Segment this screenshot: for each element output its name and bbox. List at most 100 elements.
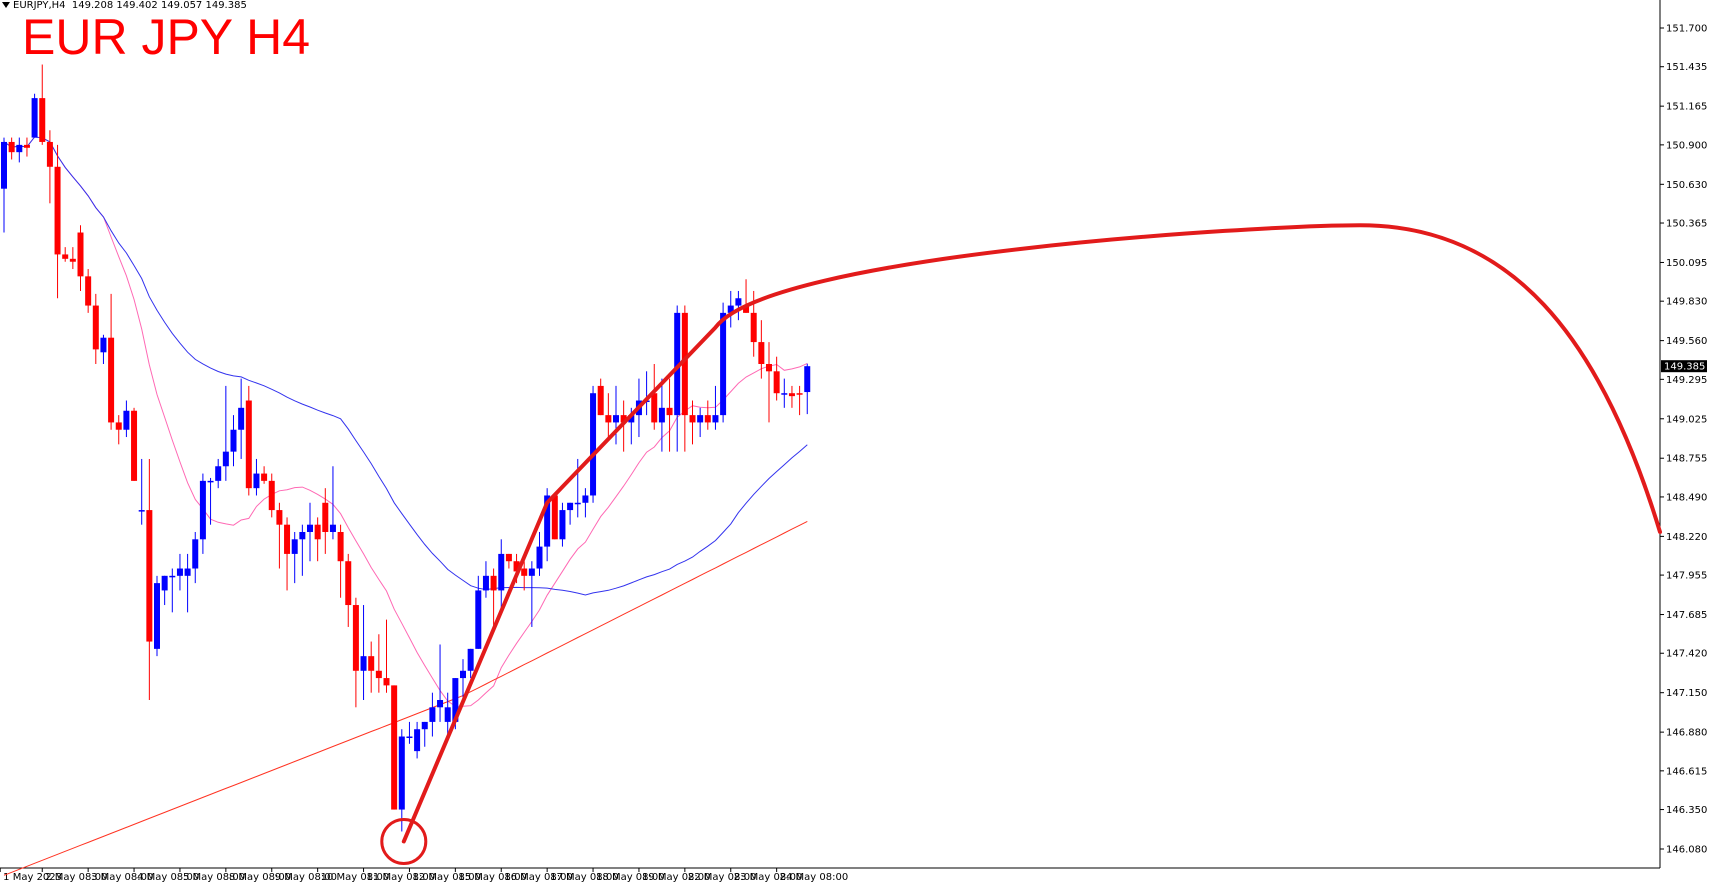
candle-body: [544, 495, 551, 547]
candle-body: [138, 510, 145, 512]
candle-body: [154, 583, 160, 649]
candle-body: [521, 568, 528, 576]
price-tick-label: 149.830: [1666, 297, 1707, 308]
symbol-header: EURJPY,H4 149.208 149.402 149.057 149.38…: [2, 0, 247, 11]
current-price-label: 149.385: [1664, 362, 1705, 373]
candle-body: [727, 305, 734, 313]
candle-body: [781, 393, 788, 395]
candle-body: [238, 407, 245, 430]
bull-candle: [482, 561, 489, 598]
candle-body: [276, 510, 283, 525]
time-tick-label: 16 May 08:00: [504, 872, 573, 883]
bear-candle: [85, 269, 92, 313]
bull-candle: [230, 415, 237, 467]
candle-body: [383, 678, 390, 686]
candle-body: [804, 366, 811, 393]
bear-candle: [322, 488, 329, 554]
candle-body: [39, 98, 46, 142]
candle-body: [54, 166, 61, 255]
bull-candle: [536, 531, 543, 576]
candle-body: [299, 531, 306, 540]
bear-candle: [605, 393, 612, 438]
bull-candle: [414, 721, 421, 759]
candle-body: [245, 400, 252, 489]
current-price-group: 149.385: [1661, 360, 1707, 373]
bear-candle: [352, 597, 359, 708]
candle-body: [536, 546, 543, 569]
candle-body: [207, 480, 214, 483]
bull-candle: [192, 531, 199, 584]
candle-body: [658, 407, 665, 423]
candle-body: [46, 141, 53, 167]
candle-body: [766, 363, 772, 372]
candle-body: [261, 473, 268, 481]
candle-body: [743, 305, 750, 313]
bull-candle: [138, 458, 145, 525]
candle-body: [161, 575, 168, 591]
time-tick-label: 4 May 08:00: [137, 872, 199, 883]
candle-body: [108, 337, 115, 423]
time-tick-label: 18 May 08:00: [596, 872, 665, 883]
candle-body: [505, 553, 512, 562]
bear-candle: [391, 685, 398, 810]
bull-candle: [207, 477, 214, 525]
candle-body: [421, 721, 428, 730]
candle-body: [123, 410, 130, 430]
candle-body: [666, 407, 673, 416]
time-tick-label: 19 May 08:00: [642, 872, 711, 883]
price-tick-label: 148.220: [1666, 532, 1707, 543]
bull-candle: [475, 575, 482, 649]
time-tick-label: 2 May 08:00: [45, 872, 107, 883]
bull-candle: [222, 385, 229, 481]
price-tick-label: 150.095: [1666, 258, 1707, 269]
price-tick-label: 146.615: [1666, 766, 1707, 777]
candle-body: [268, 480, 275, 511]
bull-candle: [590, 385, 597, 503]
bull-candle: [238, 378, 245, 459]
candle-body: [590, 393, 597, 496]
candle-body: [697, 415, 704, 423]
bear-candle: [666, 378, 673, 452]
bear-candle: [77, 225, 84, 291]
bull-candle: [658, 378, 665, 452]
bear-candle: [245, 385, 252, 496]
time-tick-label: 17 May 08:00: [550, 872, 619, 883]
time-tick-label: 23 May 08:00: [734, 872, 803, 883]
candle-body: [199, 480, 206, 540]
bear-candle: [368, 641, 375, 693]
bull-candle: [291, 531, 298, 584]
candle-body: [391, 685, 398, 810]
candle-body: [498, 553, 505, 591]
candle-body: [291, 539, 298, 554]
bull-candle: [100, 334, 107, 364]
candle-body: [574, 502, 581, 505]
bull-candle: [253, 458, 260, 496]
bull-candle: [613, 385, 619, 445]
ma-fast-line: [3, 136, 808, 707]
bear-candle: [689, 400, 696, 445]
candle-body: [490, 575, 497, 591]
bear-candle: [788, 385, 795, 408]
price-tick-label: 151.435: [1666, 62, 1707, 73]
bull-candle: [199, 473, 206, 554]
bear-candle: [505, 553, 512, 569]
candle-body: [720, 312, 727, 416]
candle-body: [582, 495, 589, 503]
time-tick-label: 8 May 08:00: [229, 872, 291, 883]
price-tick-label: 146.080: [1666, 845, 1707, 856]
candle-body: [551, 495, 558, 540]
bull-candle: [467, 648, 474, 679]
price-tick-label: 148.490: [1666, 492, 1707, 503]
chart-annotation-title: EUR JPY H4: [22, 9, 311, 65]
candle-body: [467, 648, 474, 671]
price-tick-label: 149.295: [1666, 375, 1707, 386]
candle-body: [513, 561, 520, 572]
time-tick-label: 10 May 08:00: [321, 872, 390, 883]
candle-body: [329, 524, 336, 532]
bear-candle: [39, 64, 46, 145]
dropdown-triangle-icon[interactable]: [2, 2, 10, 8]
swing-low-circle: [380, 817, 428, 865]
candle-body: [77, 232, 84, 277]
